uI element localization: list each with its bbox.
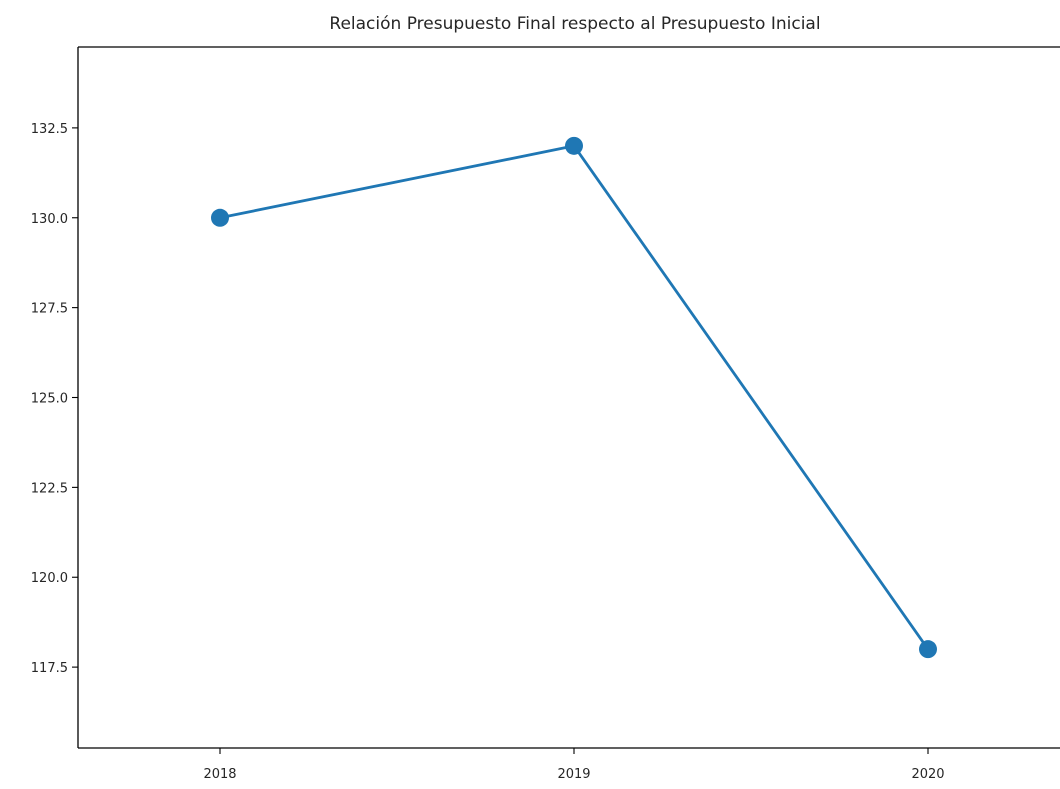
data-point: [211, 208, 229, 227]
x-tick-label: 2019: [557, 767, 590, 782]
y-tick-label: 125.0: [31, 392, 68, 407]
data-point: [565, 136, 583, 155]
chart-title: Relación Presupuesto Final respecto al P…: [329, 14, 820, 34]
series-line: [219, 144, 930, 650]
data-point: [919, 640, 937, 659]
y-tick-label: 127.5: [31, 302, 68, 317]
y-tick-label: 120.0: [31, 571, 68, 586]
y-tick-label: 132.5: [31, 122, 68, 137]
x-tick-label: 2018: [203, 767, 236, 782]
x-tick-label: 2020: [911, 767, 944, 782]
y-tick-label: 130.0: [31, 212, 68, 227]
y-tick-label: 122.5: [31, 481, 68, 496]
y-tick-label: 117.5: [31, 661, 68, 676]
